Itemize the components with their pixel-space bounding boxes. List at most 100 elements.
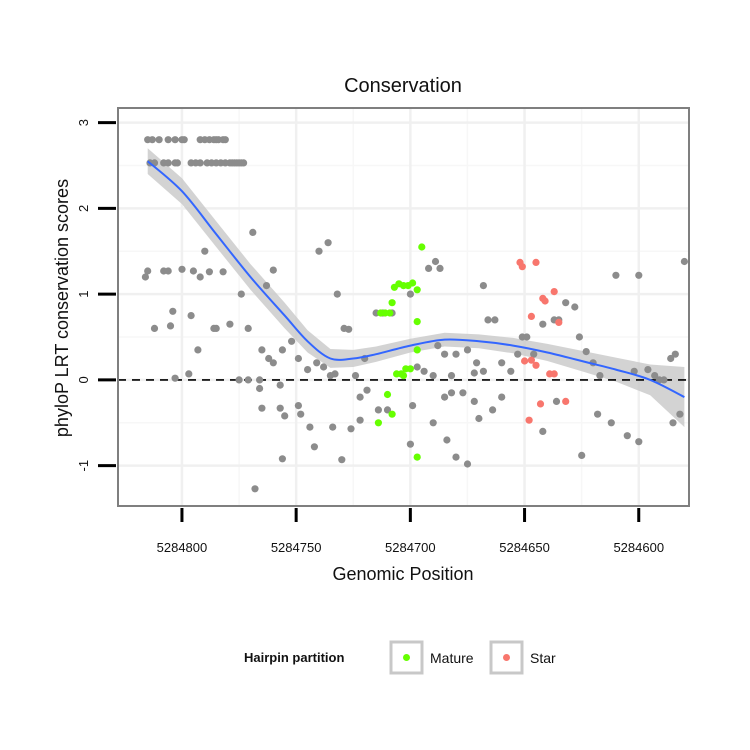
data-point-other <box>331 370 339 378</box>
data-point-other <box>470 369 478 377</box>
data-point-star <box>525 416 533 424</box>
data-point-other <box>452 350 460 358</box>
data-point-mature <box>388 410 396 418</box>
data-point-other <box>356 416 364 424</box>
x-tick-label: 5284800 <box>157 540 208 555</box>
panel-border-layer <box>117 107 690 507</box>
data-point-other <box>141 273 149 281</box>
data-point-mature <box>386 309 394 317</box>
data-point-other <box>484 316 492 324</box>
data-point-other <box>582 348 590 356</box>
data-point-other <box>297 410 305 418</box>
data-point-other <box>288 337 296 345</box>
data-point-mature <box>413 346 421 354</box>
data-point-other <box>185 370 193 378</box>
data-point-other <box>441 350 449 358</box>
data-point-other <box>164 159 172 167</box>
data-point-other <box>324 239 332 247</box>
data-point-star <box>550 288 558 296</box>
data-point-other <box>363 386 371 394</box>
confidence-ribbon <box>147 148 685 428</box>
data-point-other <box>463 460 472 468</box>
data-point-other <box>470 397 478 405</box>
data-point-mature <box>413 286 421 294</box>
data-point-other <box>475 414 483 423</box>
y-tick-label: 0 <box>76 376 91 383</box>
legend-key-star <box>489 640 524 675</box>
data-point-other <box>409 402 417 410</box>
data-point-other <box>269 359 277 367</box>
y-tick-label: 1 <box>76 290 91 297</box>
data-point-other <box>338 456 346 464</box>
data-point-other <box>249 228 257 236</box>
chart-title: Conservation <box>344 75 462 97</box>
y-tick-label: -1 <box>76 460 91 472</box>
data-point-other <box>329 423 337 431</box>
data-point-other <box>244 324 252 332</box>
data-point-other <box>669 419 677 427</box>
data-point-star <box>555 318 563 326</box>
data-point-other <box>180 136 188 144</box>
smooth-fit-line <box>147 160 685 398</box>
data-point-other <box>635 438 643 446</box>
data-point-other <box>164 267 172 275</box>
data-point-other <box>235 376 243 384</box>
data-point-other <box>169 307 177 315</box>
data-point-other <box>196 159 204 167</box>
data-point-other <box>194 346 202 354</box>
x-tick-label: 5284600 <box>613 540 664 555</box>
data-point-mature <box>374 419 382 427</box>
data-point-other <box>150 324 159 332</box>
data-point-other <box>644 366 652 374</box>
data-point-other <box>276 404 284 412</box>
data-point-other <box>313 359 321 367</box>
data-point-other <box>447 389 456 397</box>
data-point-star <box>532 361 540 369</box>
data-point-mature <box>388 299 396 307</box>
data-point-other <box>345 325 353 333</box>
data-point-other <box>491 316 499 324</box>
legend-entry-star: Star <box>489 640 556 675</box>
data-point-other <box>356 393 364 401</box>
x-tick-label: 5284750 <box>271 540 322 555</box>
panel-background <box>118 108 689 506</box>
data-point-star <box>536 400 545 408</box>
x-tick-label: 5284650 <box>499 540 550 555</box>
data-point-other <box>374 406 382 414</box>
data-point-other <box>310 443 318 451</box>
data-point-other <box>201 247 209 255</box>
data-point-other <box>166 322 175 330</box>
data-point-other <box>436 264 444 272</box>
data-point-other <box>452 453 460 461</box>
data-point-other <box>680 257 689 266</box>
data-point-other <box>660 376 668 384</box>
data-point-other <box>320 363 328 371</box>
data-point-other <box>187 312 195 320</box>
y-axis-title: phyloP LRT conservation scores <box>52 179 72 437</box>
data-point-star <box>527 312 536 320</box>
data-point-other <box>562 299 570 307</box>
data-point-other <box>447 372 456 380</box>
x-axis: 5284800 5284750 5284700 5284650 5284600 <box>157 508 664 555</box>
data-point-mature <box>383 390 392 399</box>
data-point-mature <box>418 243 426 251</box>
data-point-other <box>479 282 487 290</box>
y-axis: -1 0 1 2 3 <box>76 119 116 471</box>
data-point-other <box>498 359 506 367</box>
data-point-other <box>635 271 643 279</box>
legend-swatch-mature <box>403 654 410 661</box>
data-point-other <box>429 419 437 427</box>
data-point-mature <box>409 279 417 287</box>
data-point-other <box>237 290 245 298</box>
data-point-other <box>594 410 602 418</box>
points-layer <box>141 136 689 493</box>
data-point-other <box>596 372 604 380</box>
data-point-other <box>429 372 437 380</box>
data-point-other <box>171 374 179 382</box>
data-point-other <box>406 440 414 448</box>
data-point-other <box>413 363 421 371</box>
data-point-other <box>479 367 487 375</box>
data-point-mature <box>393 370 401 378</box>
data-point-other <box>262 282 271 290</box>
